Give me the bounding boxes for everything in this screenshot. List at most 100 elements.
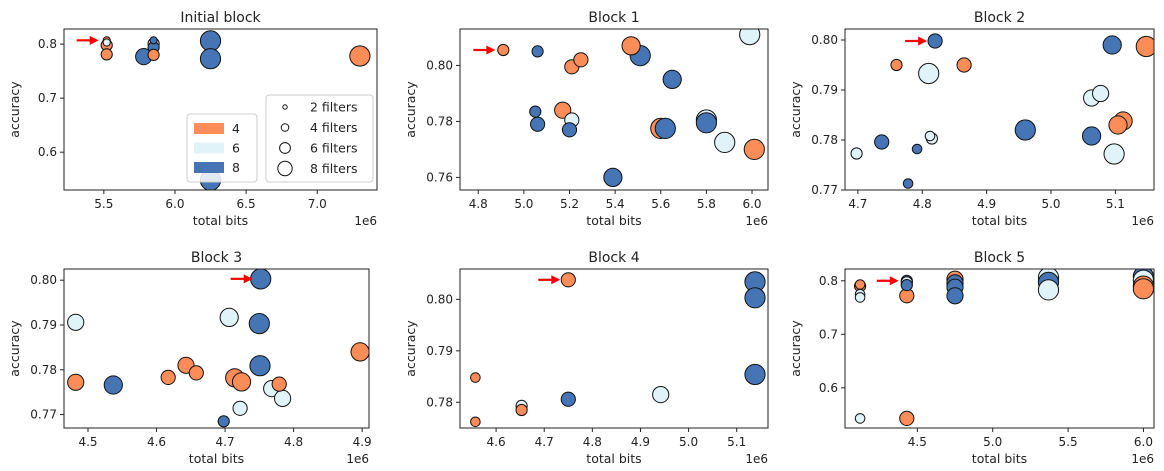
data-point <box>271 376 287 392</box>
legend-label: 4 filters <box>310 120 358 135</box>
legend-label: 8 <box>232 160 240 175</box>
arrow-marker <box>230 274 253 284</box>
data-point <box>1108 115 1128 135</box>
x-tick-label: 5.1 <box>727 435 746 449</box>
subplot-4: 4.5 4.6 4.7 4.8 4.9 0.77 0.78 0.79 0.80 Block 3 to… <box>7 250 372 466</box>
y-tick-label: 0.8 <box>819 274 838 288</box>
data-point <box>67 313 85 331</box>
data-point <box>854 279 866 290</box>
axes-frame <box>844 268 1155 429</box>
points <box>100 30 371 190</box>
x-tick-label: 5.5 <box>1059 435 1078 449</box>
y-tick-label: 0.80 <box>426 292 453 306</box>
data-point <box>1132 278 1154 300</box>
y-tick-label: 0.79 <box>811 83 838 97</box>
data-point <box>232 400 248 416</box>
data-point <box>350 342 369 362</box>
subplot-5: 4.6 4.7 4.8 4.9 5.0 5.1 0.78 0.79 0.80 Block 4 tot… <box>403 250 769 466</box>
data-point <box>529 105 542 118</box>
x-tick-label: 5.0 <box>983 435 1002 449</box>
x-offset-label: 1e6 <box>745 452 768 466</box>
data-point <box>103 375 123 395</box>
y-tick-label: 0.6 <box>819 381 838 395</box>
x-axis-label: total bits <box>586 451 641 466</box>
arrow-marker <box>876 276 899 286</box>
data-point <box>274 389 292 407</box>
data-point <box>199 30 222 52</box>
x-axis-label: total bits <box>972 213 1027 228</box>
x-tick-label: 4.5 <box>78 435 97 449</box>
arrow-marker <box>905 36 928 46</box>
axes-frame <box>844 28 1155 191</box>
x-offset-label: 1e6 <box>1131 214 1154 228</box>
y-tick-label: 0.80 <box>811 33 838 47</box>
x-tick-label: 5.5 <box>94 197 113 211</box>
x-tick-label: 4.6 <box>487 435 506 449</box>
data-point <box>149 36 158 45</box>
x-axis-label: total bits <box>972 451 1027 466</box>
data-point <box>621 36 641 56</box>
data-point <box>1037 279 1060 301</box>
size-legend: 2 filters 4 filters 6 filters 8 filters <box>265 94 374 183</box>
y-tick-label: 0.79 <box>426 344 453 358</box>
axes-frame <box>459 268 769 429</box>
y-tick-label: 0.80 <box>426 58 453 72</box>
legend-label: 2 filters <box>310 100 358 115</box>
data-point <box>743 138 765 160</box>
data-point <box>1014 119 1036 141</box>
data-point <box>911 143 923 155</box>
y-tick-label: 0.78 <box>30 363 57 377</box>
y-axis-label: accuracy <box>403 320 418 377</box>
y-tick-label: 0.7 <box>819 327 838 341</box>
data-point <box>662 69 682 90</box>
y-tick-label: 0.77 <box>811 183 838 197</box>
x-axis-label: total bits <box>193 213 248 228</box>
data-point <box>744 287 766 309</box>
data-point <box>531 45 544 58</box>
data-point <box>1135 35 1154 58</box>
data-point <box>470 416 481 428</box>
subplot-2: 4.8 5.0 5.2 5.4 5.6 5.8 6.0 0.76 0.78 0.80 Block 1… <box>403 10 769 228</box>
y-tick-label: 0.80 <box>30 273 57 287</box>
legend-swatch <box>194 123 224 134</box>
data-point <box>219 307 239 327</box>
subplot-title: Block 3 <box>191 250 242 266</box>
data-point <box>918 62 940 85</box>
data-point <box>1102 35 1122 55</box>
points <box>497 29 765 187</box>
y-tick-label: 0.78 <box>811 133 838 147</box>
data-point <box>497 43 510 57</box>
data-point <box>603 167 623 187</box>
x-offset-label: 1e6 <box>346 452 369 466</box>
x-tick-label: 4.7 <box>216 435 235 449</box>
y-axis-label: accuracy <box>788 320 803 377</box>
subplot-title: Block 1 <box>588 10 639 26</box>
y-tick-label: 0.7 <box>38 91 57 105</box>
x-tick-label: 5.0 <box>1041 197 1060 211</box>
y-axis-label: accuracy <box>7 81 22 138</box>
axes-frame <box>63 268 370 429</box>
y-axis-label: accuracy <box>403 81 418 138</box>
data-point <box>250 269 272 290</box>
legend-label: 8 filters <box>310 161 358 176</box>
data-point <box>199 48 222 70</box>
x-offset-label: 1e6 <box>1131 452 1154 466</box>
x-axis-label: total bits <box>189 451 244 466</box>
legend-swatch <box>194 142 224 154</box>
data-point <box>560 272 576 288</box>
x-tick-label: 5.8 <box>697 197 716 211</box>
subplot-3: 4.7 4.8 4.9 5.0 5.1 0.77 0.78 0.79 0.80 Block 2 to… <box>788 10 1155 228</box>
data-point <box>654 117 676 139</box>
data-point <box>956 57 972 73</box>
data-point <box>160 369 176 385</box>
data-point <box>67 373 85 391</box>
x-tick-label: 6.0 <box>165 197 184 211</box>
data-point <box>217 415 230 428</box>
data-point <box>100 48 113 61</box>
data-point <box>874 134 890 150</box>
legend-label: 6 filters <box>310 141 358 156</box>
x-tick-label: 5.4 <box>606 197 625 211</box>
data-point <box>349 45 371 67</box>
x-offset-label: 1e6 <box>745 214 768 228</box>
x-tick-label: 5.0 <box>514 197 533 211</box>
